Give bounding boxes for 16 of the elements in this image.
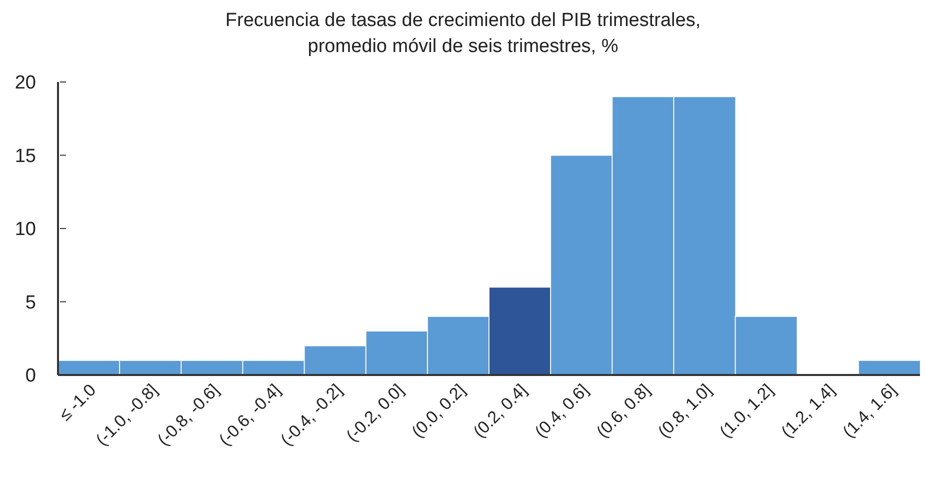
x-tick-label: (0.4, 0.6] [531,380,592,442]
x-tick-label: ≤ -1.0 [56,380,100,424]
y-tick-label: 10 [14,219,36,240]
chart-title: Frecuencia de tasas de crecimiento del PIB trimestrales, promedio móvil de seis trimestres, % [224,9,702,59]
x-tick-label: (1.2, 1.4] [778,380,838,442]
y-tick-label: 0 [25,366,36,387]
x-tick-label: (0.2, 0.4] [470,380,531,442]
bar [858,360,920,375]
x-tick-label: (0.8, 1.0] [654,380,716,442]
x-tick-label: (1.0, 1.2] [716,380,777,442]
y-tick-label: 5 [25,292,36,314]
x-tick-label: (0.0, 0.2] [408,380,470,442]
x-tick-label: (0.6, 0.8] [592,380,654,442]
y-tick-label: 20 [14,72,36,94]
x-tick-label: (1.4, 1.6] [839,380,900,442]
y-tick-label: 15 [14,146,36,167]
